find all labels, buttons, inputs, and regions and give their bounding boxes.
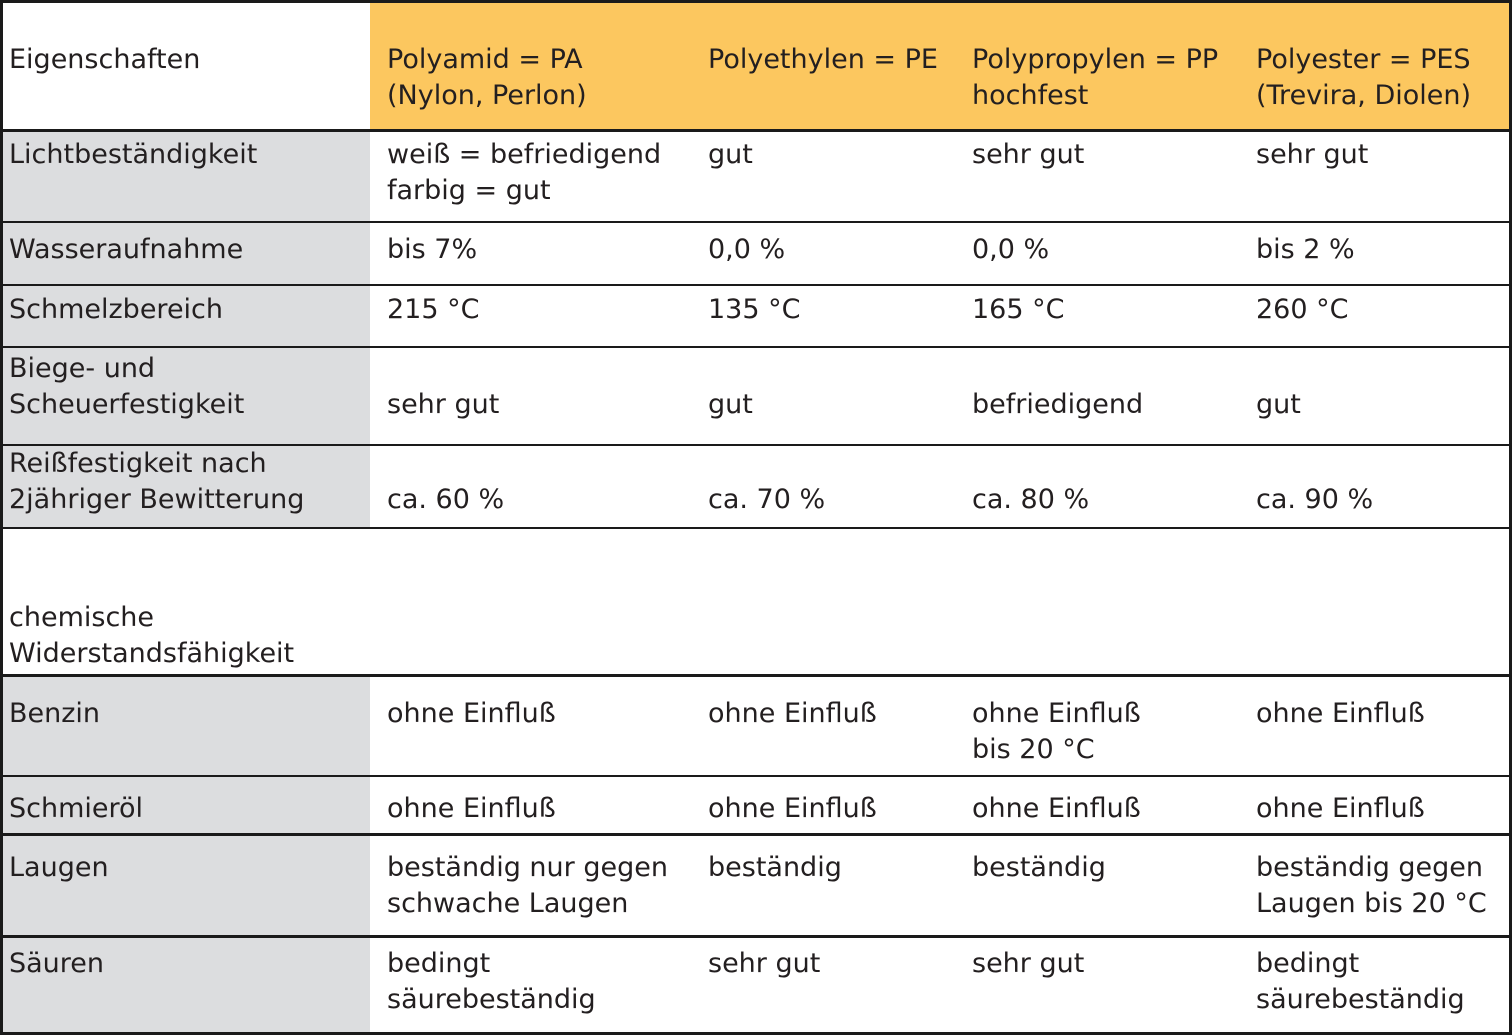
table-cell: sehr gut <box>708 948 821 979</box>
table-cell: ca. 90 % <box>1256 484 1374 515</box>
table-cell: ohne Einfluß <box>708 698 877 729</box>
table-cell: 0,0 % <box>708 234 786 265</box>
table-cell: weiß = befriedigend farbig = gut <box>387 139 662 206</box>
table-cell: 215 °C <box>387 294 480 325</box>
table-cell: beständig nur gegen schwache Laugen <box>387 852 668 919</box>
table-cell: ohne Einfluß <box>1256 698 1425 729</box>
row-label: Schmieröl <box>9 793 144 824</box>
row-label: Laugen <box>9 852 109 883</box>
table-cell: 0,0 % <box>972 234 1050 265</box>
header-label-cell <box>3 3 370 129</box>
table-cell: gut <box>1256 389 1301 420</box>
header-band <box>370 3 1509 129</box>
column-header-pa: Polyamid = PA (Nylon, Perlon) <box>387 44 587 111</box>
table-cell: gut <box>708 139 753 170</box>
table-cell: sehr gut <box>972 139 1085 170</box>
row-label: Wasseraufnahme <box>9 234 244 265</box>
row-label: Lichtbeständigkeit <box>9 139 258 170</box>
table-cell: ohne Einfluß <box>708 793 877 824</box>
table-cell: ohne Einfluß bis 20 °C <box>972 698 1141 765</box>
column-header-pp: Polypropylen = PP hochfest <box>972 44 1219 111</box>
table-cell: befriedigend <box>972 389 1144 420</box>
row-label: Reißfestigkeit nach 2jähriger Bewitterun… <box>9 448 305 515</box>
table-cell: 135 °C <box>708 294 801 325</box>
table-cell: ohne Einfluß <box>972 793 1141 824</box>
header-label: Eigenschaften <box>9 44 201 75</box>
table-cell: bis 7% <box>387 234 478 265</box>
table-row: Benzin ohne Einfluß ohne Einfluß ohne Ei… <box>3 677 1509 777</box>
table-cell: sehr gut <box>972 948 1085 979</box>
table-cell: bedingt säurebeständig <box>1256 948 1465 1015</box>
table-cell: ohne Einfluß <box>1256 793 1425 824</box>
table-cell: bedingt säurebeständig <box>387 948 596 1015</box>
table-row: Lichtbeständigkeit weiß = befriedigend f… <box>3 132 1509 223</box>
column-header-pes: Polyester = PES (Trevira, Diolen) <box>1256 44 1472 111</box>
table-cell: ca. 60 % <box>387 484 505 515</box>
table-row: Reißfestigkeit nach 2jähriger Bewitterun… <box>3 446 1509 529</box>
row-label: Säuren <box>9 948 105 979</box>
table-cell: sehr gut <box>387 389 500 420</box>
table-cell: beständig <box>972 852 1106 883</box>
table-cell: beständig gegen Laugen bis 20 °C <box>1256 852 1487 919</box>
table-row: Biege- und Scheuerfestigkeit sehr gut gu… <box>3 348 1509 446</box>
table-cell: gut <box>708 389 753 420</box>
section-label: chemische Widerstandsfähigkeit <box>9 602 295 669</box>
table-cell: ca. 80 % <box>972 484 1090 515</box>
table-cell: ohne Einfluß <box>387 698 556 729</box>
table-cell: bis 2 % <box>1256 234 1355 265</box>
row-label: Biege- und Scheuerfestigkeit <box>9 353 245 420</box>
table-header-row: Eigenschaften Polyamid = PA (Nylon, Perl… <box>3 3 1509 132</box>
table-cell: 260 °C <box>1256 294 1349 325</box>
table-cell: 165 °C <box>972 294 1065 325</box>
table-row: Säuren bedingt säurebeständig sehr gut s… <box>3 938 1509 1032</box>
table-cell: ca. 70 % <box>708 484 826 515</box>
table-cell: beständig <box>708 852 842 883</box>
table-cell: sehr gut <box>1256 139 1369 170</box>
row-label: Schmelzbereich <box>9 294 224 325</box>
table-cell: ohne Einfluß <box>387 793 556 824</box>
table-row: Wasseraufnahme bis 7% 0,0 % 0,0 % bis 2 … <box>3 223 1509 286</box>
row-label: Benzin <box>9 698 101 729</box>
table-row: Schmieröl ohne Einfluß ohne Einfluß ohne… <box>3 777 1509 836</box>
section-header-row: chemische Widerstandsfähigkeit <box>3 529 1509 677</box>
table-row: Laugen beständig nur gegen schwache Laug… <box>3 836 1509 938</box>
table-row: Schmelzbereich 215 °C 135 °C 165 °C 260 … <box>3 286 1509 348</box>
column-header-pe: Polyethylen = PE <box>708 44 938 75</box>
